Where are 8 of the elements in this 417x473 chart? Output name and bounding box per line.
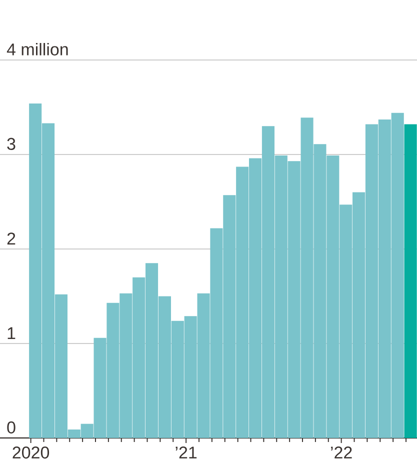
x-tick-label: 2020 [12,446,50,459]
x-tick-label: ’22 [331,446,352,458]
y-tick-label: 0 [7,421,16,434]
y-tick-label: 4 million [6,42,68,56]
y-tick-label: 2 [7,232,16,244]
y-tick-label: 3 [7,138,16,150]
y-tick-label: 1 [8,327,16,339]
x-tick-label: ’21 [176,446,197,458]
